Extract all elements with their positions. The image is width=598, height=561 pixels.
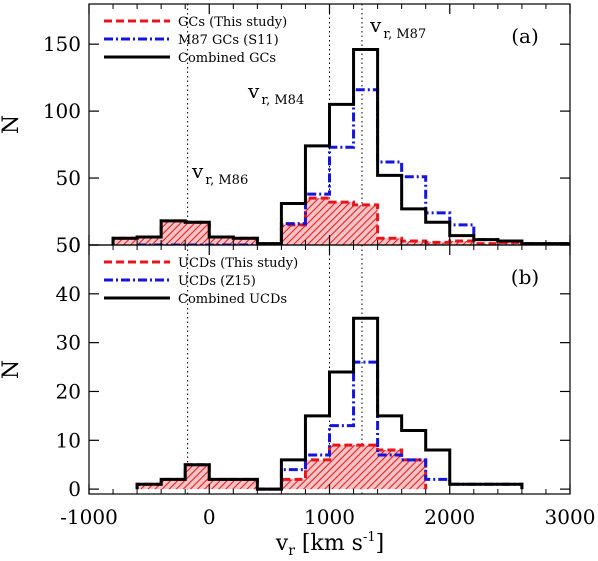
y-tick-label: 10 xyxy=(56,428,81,452)
y-axis-title: N xyxy=(0,360,24,379)
series-outline-combined xyxy=(135,316,524,491)
panel-b: 0 10 20 30 40 50 N (b) UCDs (This study) UCDs (Z… xyxy=(0,233,571,501)
reference-line-label-1: v r, M86 xyxy=(191,159,248,188)
x-tick-label: 0 xyxy=(203,505,216,529)
legend-label: Combined GCs xyxy=(178,51,276,66)
series-outline-literature xyxy=(257,360,524,491)
y-tick-label: 150 xyxy=(43,32,81,56)
x-tick-label: 2000 xyxy=(424,505,475,529)
x-tick-label: 3000 xyxy=(545,505,596,529)
panel-tag: (a) xyxy=(511,24,539,48)
panel-b-axes: 0 10 20 30 40 50 N (b) xyxy=(0,233,571,501)
panel-tag: (b) xyxy=(511,265,539,289)
reference-line-label-3: v r, M87 xyxy=(369,13,426,42)
x-axis-title-var: v xyxy=(275,531,289,556)
x-axis-title-sub: r xyxy=(288,543,295,559)
y-axis-title: N xyxy=(0,115,24,134)
legend-label: UCDs (Z15) xyxy=(178,274,256,289)
x-axis-title-exp: -1 xyxy=(363,530,376,545)
x-tick-label: 1000 xyxy=(304,505,355,529)
x-axis-title-close: ] xyxy=(376,531,385,556)
panel-b-legend: UCDs (This study) UCDs (Z15) Combined UCDs xyxy=(104,256,298,307)
y-tick-label: 40 xyxy=(56,282,81,306)
x-axis-title: vr [km s-1] xyxy=(275,530,384,559)
panel-b-plot xyxy=(135,245,524,494)
y-tick-label: 100 xyxy=(43,99,81,123)
series-fill-this-study xyxy=(113,198,522,245)
x-tick-label: -1000 xyxy=(60,505,118,529)
x-axis-title-units: [km s xyxy=(295,531,363,556)
y-tick-label: 50 xyxy=(56,166,81,190)
y-tick-label: 50 xyxy=(56,233,81,257)
series-outline-combined xyxy=(111,48,570,245)
y-tick-label: 20 xyxy=(56,379,81,403)
legend-label: UCDs (This study) xyxy=(178,256,298,271)
legend-label: M87 GCs (S11) xyxy=(178,33,279,48)
legend-label: GCs (This study) xyxy=(178,15,287,30)
legend-label: Combined UCDs xyxy=(178,292,287,307)
y-tick-label: 0 xyxy=(68,477,81,501)
y-tick-label: 0 xyxy=(68,233,81,257)
reference-line-label-2: v r, M84 xyxy=(247,79,304,108)
panel-a-legend: GCs (This study) M87 GCs (S11) Combined GC… xyxy=(104,15,287,66)
y-tick-label: 30 xyxy=(56,331,81,355)
